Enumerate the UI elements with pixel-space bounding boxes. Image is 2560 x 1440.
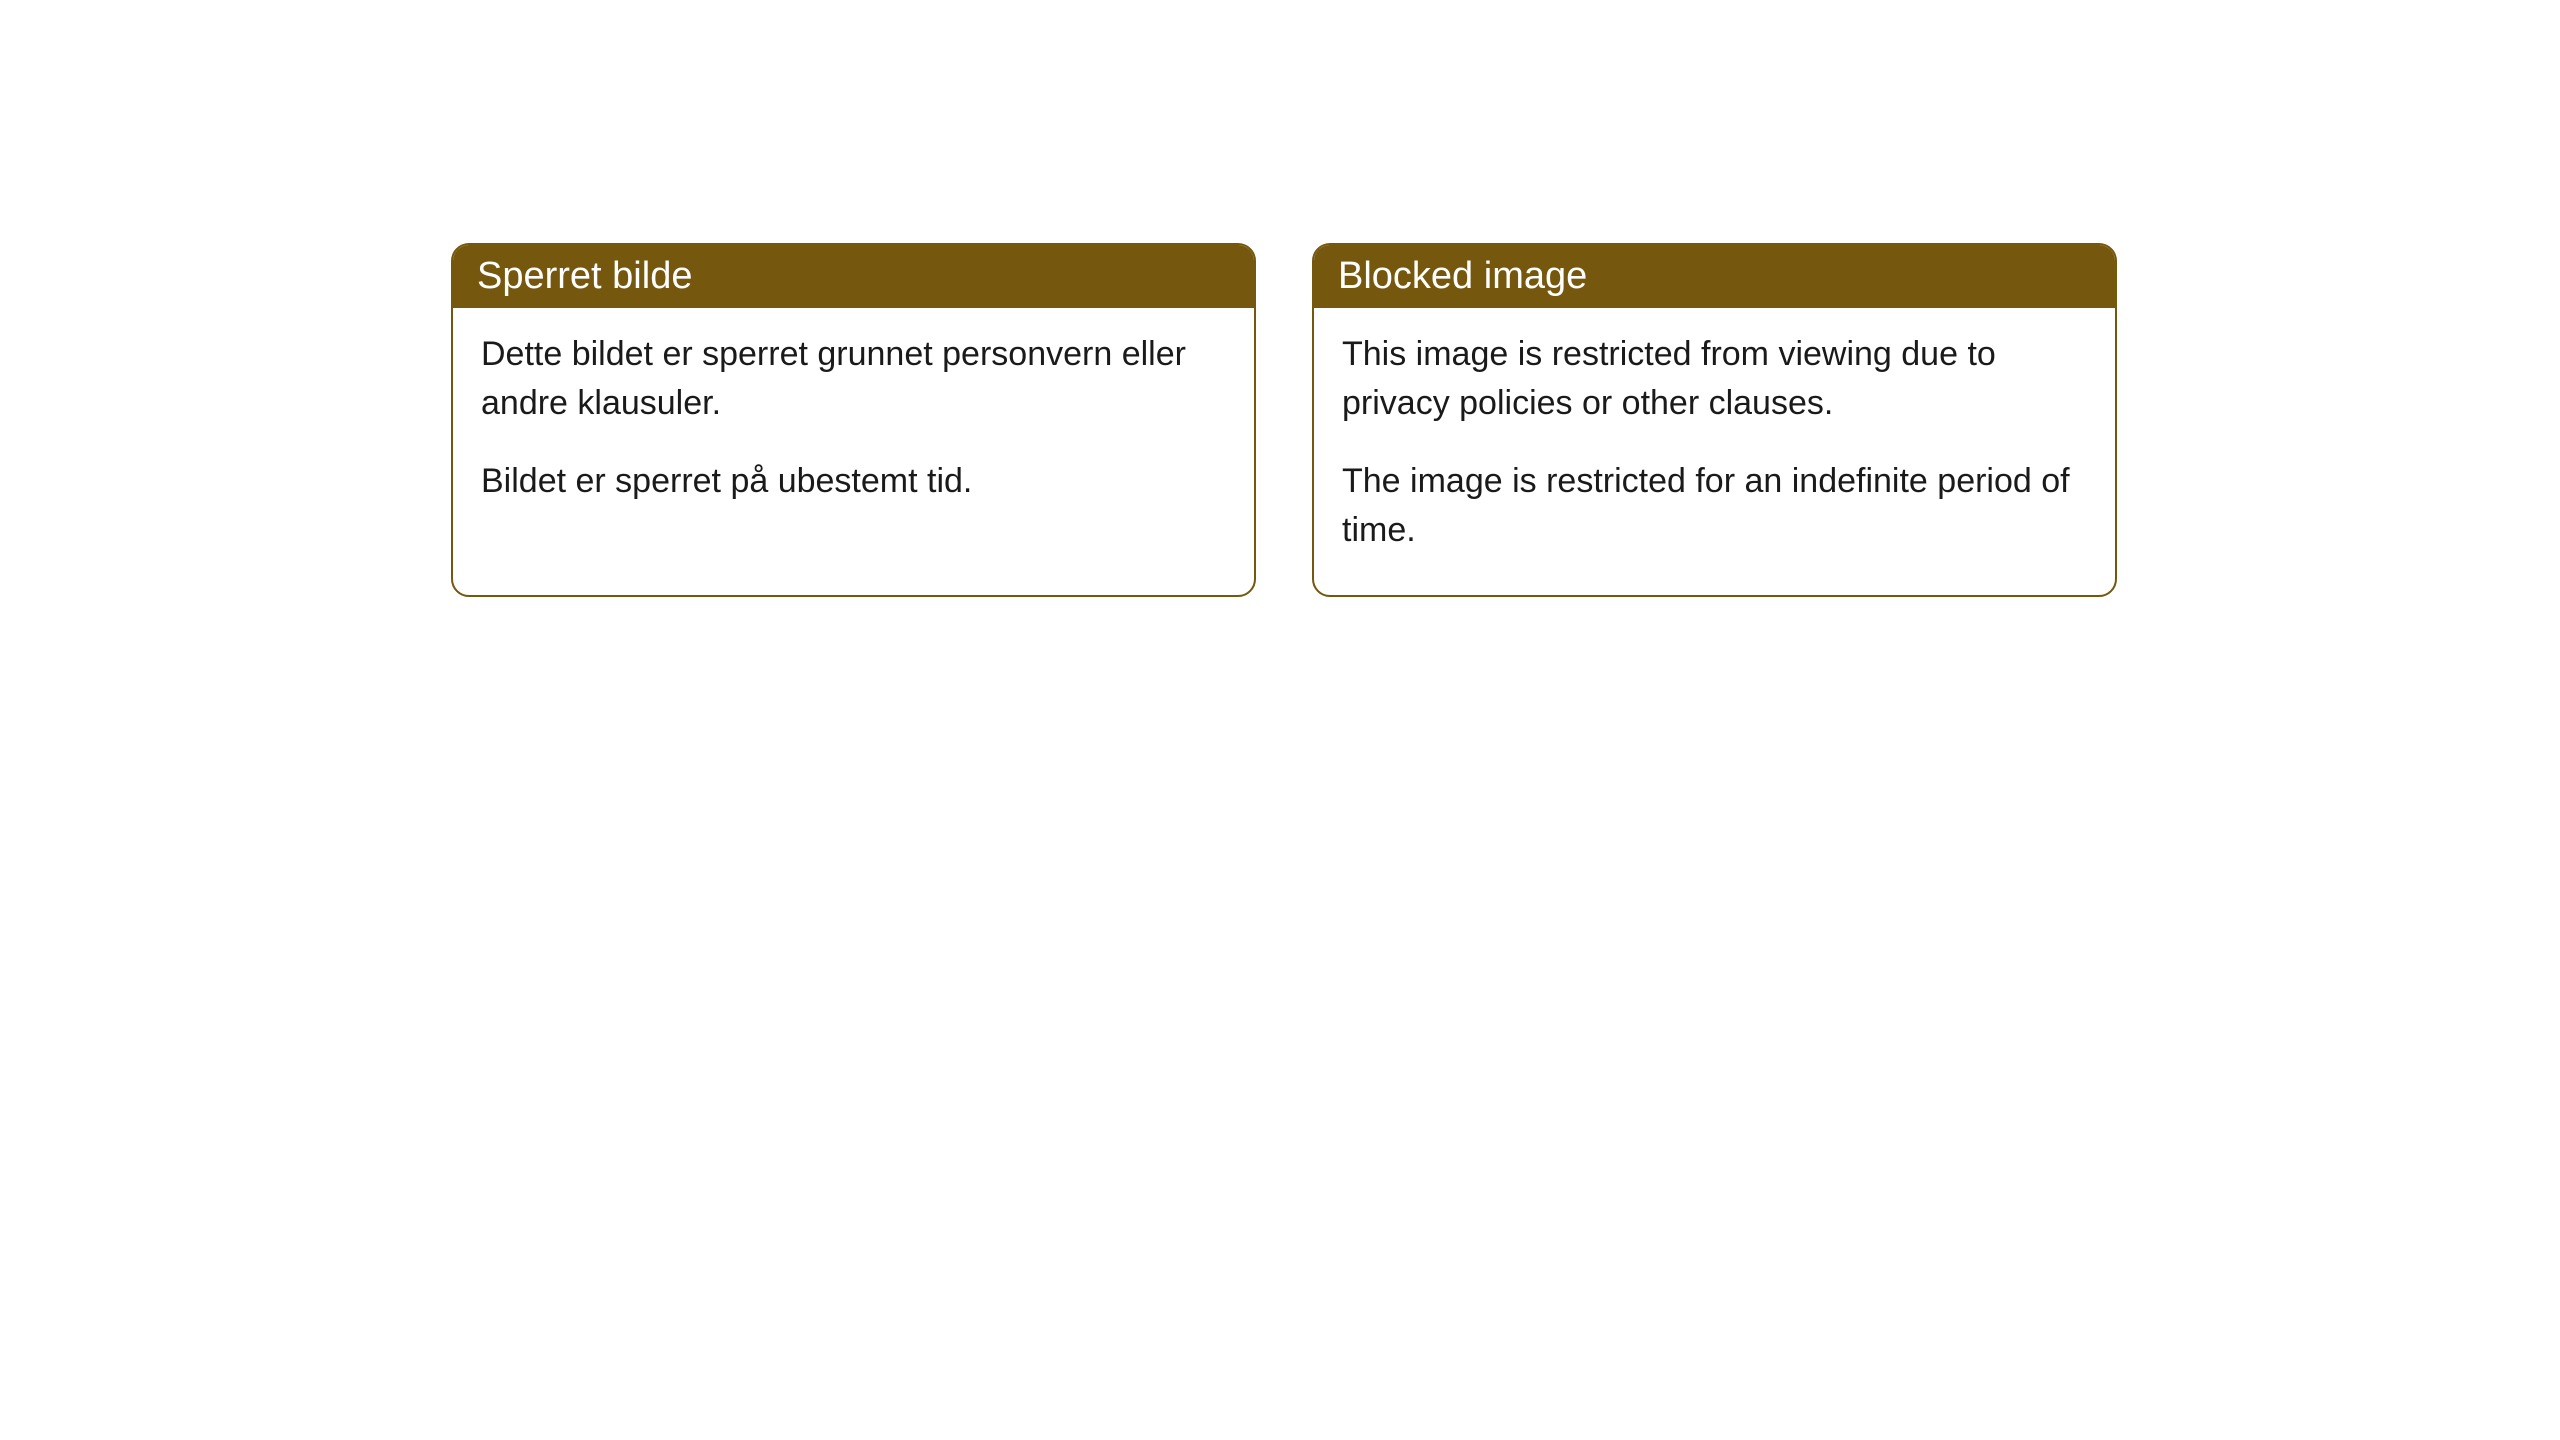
notice-paragraph-2-norwegian: Bildet er sperret på ubestemt tid. — [481, 457, 1226, 506]
notice-paragraph-1-norwegian: Dette bildet er sperret grunnet personve… — [481, 330, 1226, 429]
notice-body-norwegian: Dette bildet er sperret grunnet personve… — [453, 308, 1254, 546]
notice-container: Sperret bilde Dette bildet er sperret gr… — [451, 243, 2117, 597]
notice-title-norwegian: Sperret bilde — [477, 255, 692, 297]
notice-header-norwegian: Sperret bilde — [453, 245, 1254, 308]
notice-body-english: This image is restricted from viewing du… — [1314, 308, 2115, 595]
notice-card-norwegian: Sperret bilde Dette bildet er sperret gr… — [451, 243, 1256, 597]
notice-title-english: Blocked image — [1338, 255, 1587, 297]
notice-header-english: Blocked image — [1314, 245, 2115, 308]
notice-paragraph-1-english: This image is restricted from viewing du… — [1342, 330, 2087, 429]
notice-card-english: Blocked image This image is restricted f… — [1312, 243, 2117, 597]
notice-paragraph-2-english: The image is restricted for an indefinit… — [1342, 457, 2087, 556]
